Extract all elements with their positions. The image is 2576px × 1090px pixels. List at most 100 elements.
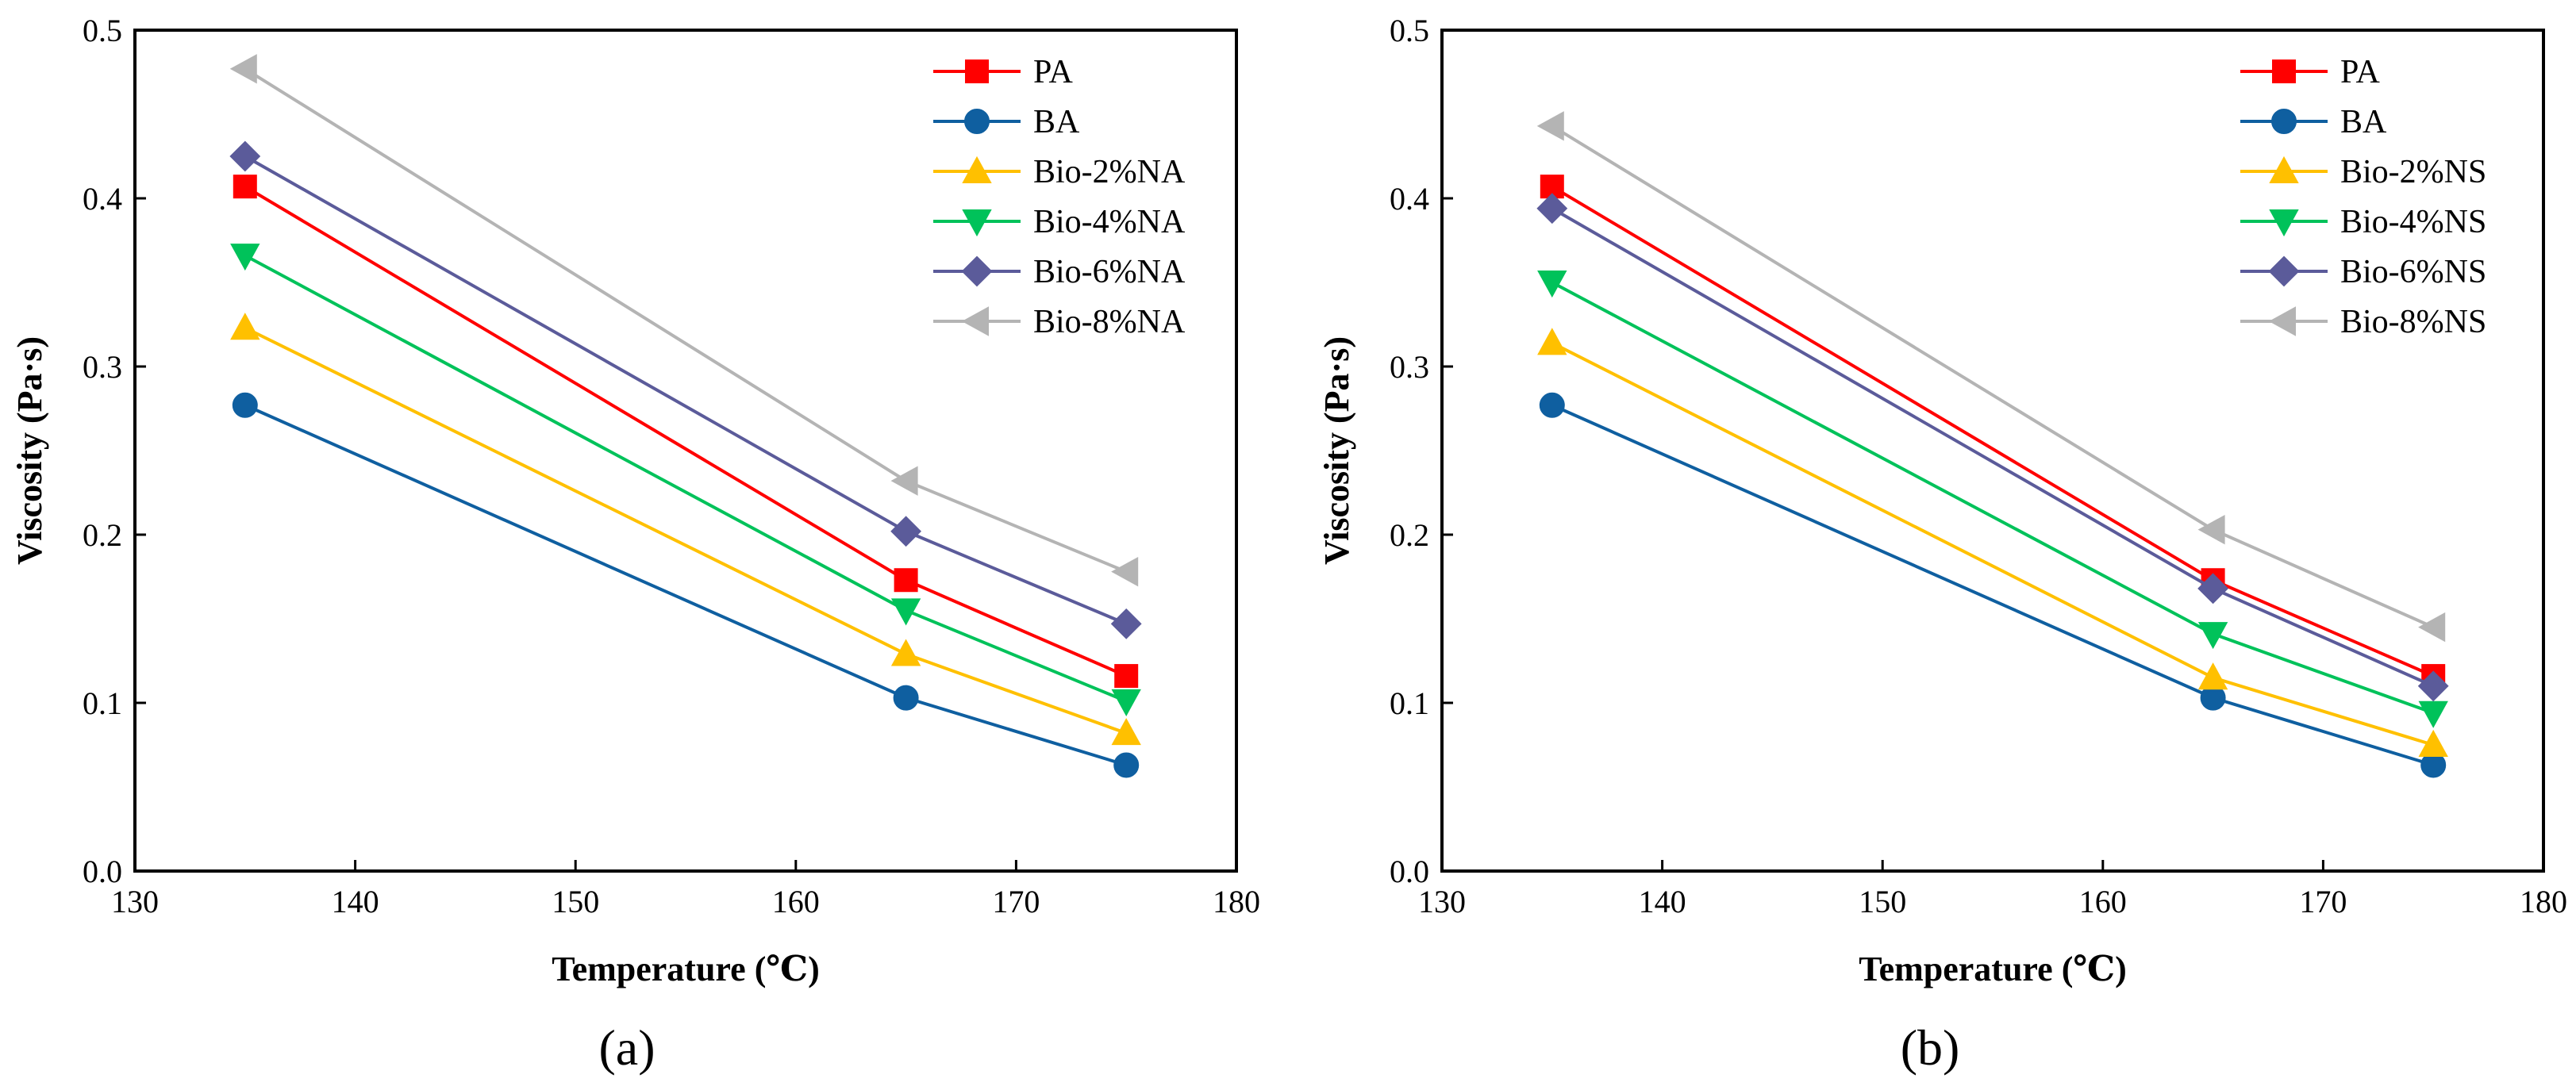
legend-marker (961, 255, 993, 287)
x-tick-label: 150 (1859, 884, 1906, 919)
plot-frame (1440, 29, 2545, 873)
data-point (230, 244, 260, 271)
series-bio-6-na (229, 140, 1142, 639)
legend-entry: Bio-4%NS (2340, 204, 2486, 240)
data-point (1113, 752, 1140, 778)
data-point (229, 140, 261, 172)
x-axis-label: Temperature (℃) (552, 950, 819, 988)
series-bio-4-na (230, 244, 1141, 716)
series-bio-6-ns (1536, 193, 2449, 702)
legend-marker (962, 209, 992, 237)
series-line (1551, 125, 2435, 629)
x-tick-label: 180 (2520, 884, 2567, 919)
series-line (244, 185, 1127, 677)
series-line (244, 326, 1127, 735)
panel-label: (a) (598, 1019, 655, 1076)
legend-entry: Bio-6%NA (1033, 254, 1186, 290)
legend-entry: Bio-8%NA (1033, 304, 1186, 340)
data-point (890, 516, 922, 547)
series-line (1551, 185, 2434, 677)
x-tick-label: 140 (1639, 884, 1686, 919)
series-bio-8-ns (1536, 111, 2446, 643)
legend-marker (961, 306, 989, 336)
legend-entry: Bio-6%NS (2340, 254, 2486, 290)
data-point (230, 313, 260, 340)
series-ba (232, 392, 1140, 778)
data-point (890, 639, 921, 666)
legend: PA BA Bio-2%NS Bio-4%NS Bio-6%NS Bio-8%NS (2240, 54, 2486, 340)
series-line (244, 403, 1127, 767)
data-point (890, 466, 918, 496)
y-tick-label: 0.5 (1390, 13, 1429, 48)
data-point (2197, 622, 2228, 650)
x-tick-label: 160 (772, 884, 820, 919)
legend-marker (2268, 255, 2300, 287)
data-point (233, 175, 257, 199)
x-tick-label: 160 (2079, 884, 2127, 919)
data-point (2197, 514, 2225, 545)
y-axis-label: Viscosity (Pa·s) (1317, 336, 1356, 565)
x-tick-label: 170 (992, 884, 1040, 919)
y-tick-label: 0.3 (1390, 349, 1429, 385)
data-point (1536, 193, 1568, 225)
y-tick-label: 0.2 (83, 517, 122, 553)
data-point (1114, 664, 1139, 689)
data-point (1111, 718, 1141, 746)
legend: PA BA Bio-2%NA Bio-4%NA Bio-6%NA Bio-8%NA (933, 54, 1186, 340)
y-tick-label: 0.1 (1390, 685, 1429, 721)
legend-marker (965, 59, 989, 83)
legend-marker (962, 155, 992, 183)
data-point (2417, 670, 2449, 702)
plot-frame (133, 29, 1238, 873)
data-point (1110, 608, 1142, 639)
series-bio-2-na (230, 313, 1141, 746)
legend-entry: PA (1033, 54, 1074, 90)
data-point (2418, 700, 2448, 728)
y-tick-label: 0.0 (83, 854, 122, 889)
legend-entry: Bio-2%NA (1033, 154, 1186, 190)
data-point (890, 598, 921, 626)
data-point (893, 685, 919, 711)
data-point (232, 392, 258, 418)
legend-marker (2269, 155, 2299, 183)
data-point (1539, 392, 1565, 418)
legend-entry: BA (2340, 104, 2387, 140)
data-point (229, 54, 257, 84)
data-point (1537, 328, 1567, 355)
y-tick-label: 0.5 (83, 13, 122, 48)
legend-marker (2271, 109, 2297, 134)
x-tick-label: 130 (1418, 884, 1466, 919)
data-point (2418, 612, 2446, 643)
series-bio-8-na (229, 54, 1139, 587)
data-point (1537, 271, 1567, 298)
series-bio-4-ns (1537, 271, 2448, 728)
series-pa (1540, 175, 2446, 689)
legend-marker (964, 109, 990, 134)
y-tick-label: 0.4 (1390, 181, 1429, 217)
legend-marker (2269, 209, 2299, 237)
data-point (1536, 111, 1564, 141)
x-tick-label: 180 (1213, 884, 1260, 919)
series-line (1551, 281, 2434, 715)
panel-label: (b) (1901, 1019, 1960, 1076)
series-pa (233, 175, 1139, 689)
y-axis-label: Viscosity (Pa·s) (10, 336, 49, 565)
series-bio-2-ns (1537, 328, 2448, 757)
data-point (894, 568, 918, 593)
y-tick-label: 0.3 (83, 349, 122, 385)
legend-entry: Bio-2%NS (2340, 154, 2486, 190)
legend-entry: Bio-8%NS (2340, 304, 2486, 340)
chart-panel-b: 130 140 150 160 170 180 0.0 0.1 0.2 0.3 0.4 0.5 Temp… (1317, 13, 2567, 1076)
chart-panel-a: 130 140 150 160 170 180 0.0 0.1 0.2 0.3 0.4 0.5 Temp… (10, 13, 1260, 1076)
x-axis-label: Temperature (℃) (1859, 950, 2126, 988)
series-ba (1539, 392, 2447, 778)
series-line (1551, 341, 2434, 746)
x-tick-label: 140 (332, 884, 379, 919)
legend-entry: Bio-4%NA (1033, 204, 1186, 240)
data-point (2418, 729, 2448, 757)
y-tick-label: 0.4 (83, 181, 122, 217)
y-tick-label: 0.2 (1390, 517, 1429, 553)
y-tick-label: 0.1 (83, 685, 122, 721)
x-tick-label: 170 (2299, 884, 2347, 919)
